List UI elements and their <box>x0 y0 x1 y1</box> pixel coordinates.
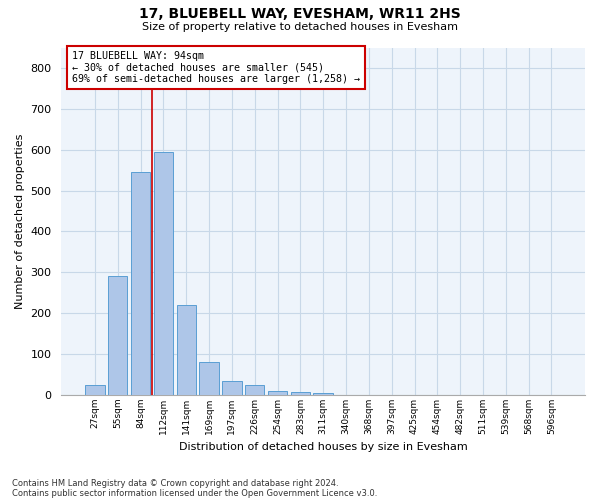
Bar <box>268 391 287 395</box>
Bar <box>199 362 219 395</box>
X-axis label: Distribution of detached houses by size in Evesham: Distribution of detached houses by size … <box>179 442 467 452</box>
Text: Contains public sector information licensed under the Open Government Licence v3: Contains public sector information licen… <box>12 488 377 498</box>
Bar <box>131 172 150 395</box>
Text: 17 BLUEBELL WAY: 94sqm
← 30% of detached houses are smaller (545)
69% of semi-de: 17 BLUEBELL WAY: 94sqm ← 30% of detached… <box>72 51 360 84</box>
Text: Contains HM Land Registry data © Crown copyright and database right 2024.: Contains HM Land Registry data © Crown c… <box>12 478 338 488</box>
Bar <box>176 305 196 395</box>
Bar <box>313 393 333 395</box>
Bar <box>108 276 127 395</box>
Y-axis label: Number of detached properties: Number of detached properties <box>15 134 25 309</box>
Bar <box>245 385 265 395</box>
Text: 17, BLUEBELL WAY, EVESHAM, WR11 2HS: 17, BLUEBELL WAY, EVESHAM, WR11 2HS <box>139 8 461 22</box>
Text: Size of property relative to detached houses in Evesham: Size of property relative to detached ho… <box>142 22 458 32</box>
Bar <box>222 380 242 395</box>
Bar <box>290 392 310 395</box>
Bar <box>154 152 173 395</box>
Bar <box>85 385 104 395</box>
